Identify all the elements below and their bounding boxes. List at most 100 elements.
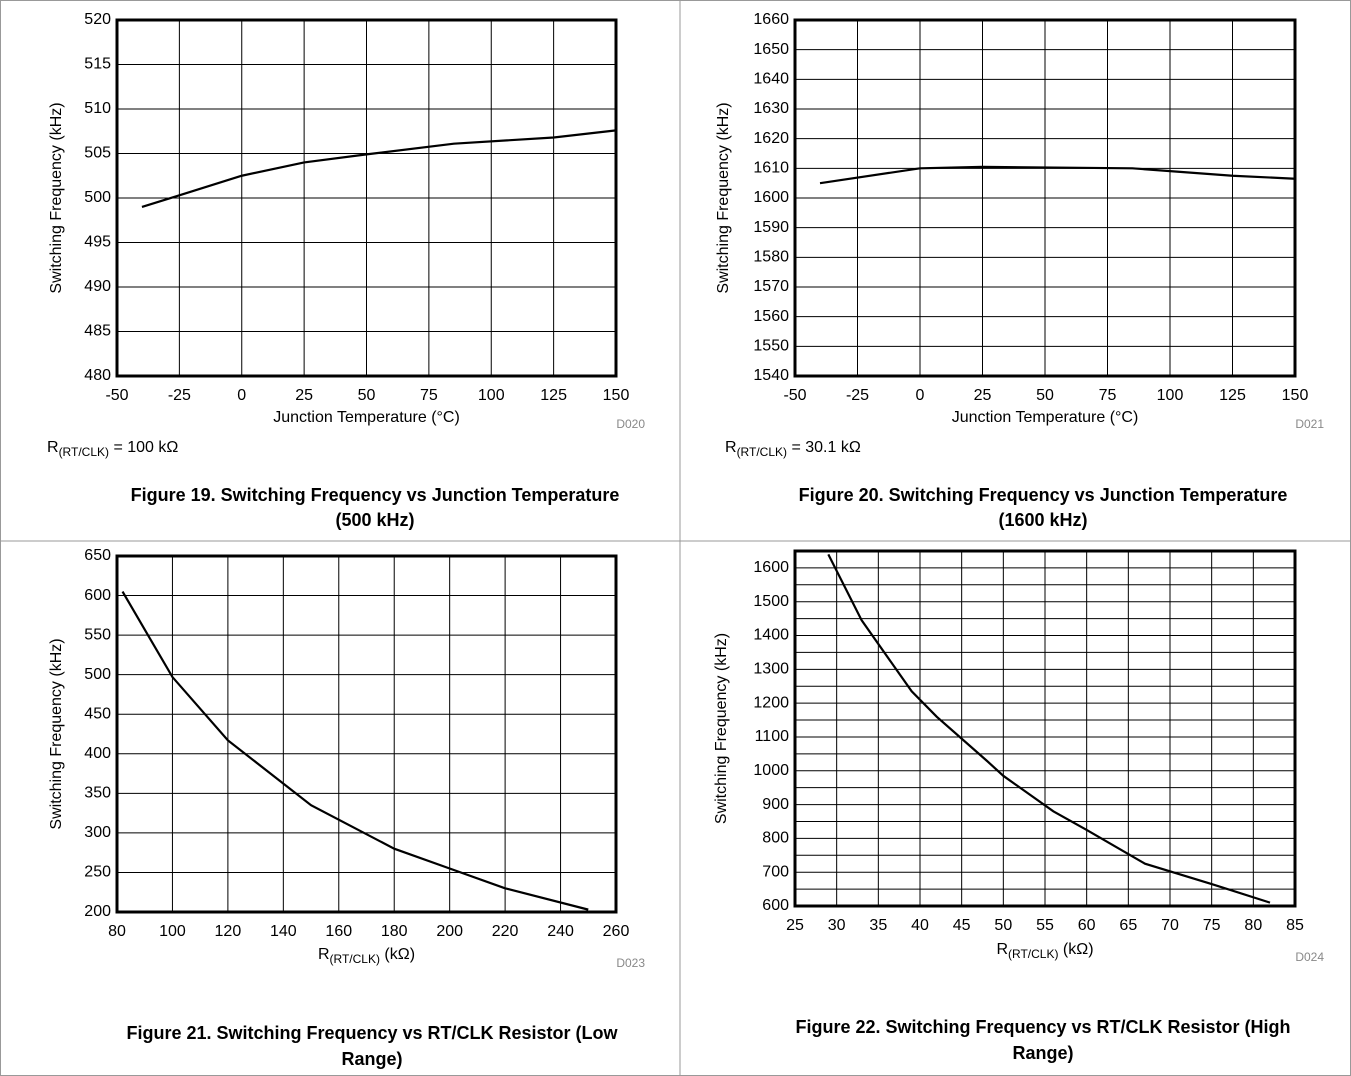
x-tick-label: 75: [1203, 917, 1221, 934]
x-tick-label: -25: [168, 387, 191, 404]
figure-caption: (1600 kHz): [998, 510, 1087, 530]
y-tick-label: 450: [84, 705, 111, 722]
x-tick-label: 45: [953, 917, 971, 934]
x-tick-label: 85: [1286, 917, 1304, 934]
y-tick-label: 350: [84, 785, 111, 802]
y-tick-label: 1540: [753, 367, 789, 384]
x-tick-label: 75: [420, 387, 438, 404]
figure-caption: Figure 21. Switching Frequency vs RT/CLK…: [126, 1023, 618, 1043]
x-tick-label: 50: [358, 387, 376, 404]
y-tick-label: 1550: [753, 338, 789, 355]
y-tick-label: 300: [84, 824, 111, 841]
y-tick-label: 1570: [753, 278, 789, 295]
y-tick-label: 510: [84, 100, 111, 117]
y-tick-label: 400: [84, 745, 111, 762]
y-axis-label: Switching Frequency (kHz): [713, 633, 730, 824]
y-tick-label: 515: [84, 56, 111, 73]
x-tick-label: 100: [1157, 387, 1184, 404]
y-tick-label: 250: [84, 864, 111, 881]
plot-frame: [793, 549, 1297, 908]
y-tick-label: 600: [762, 897, 789, 914]
y-tick-label: 650: [84, 547, 111, 564]
y-tick-label: 520: [84, 11, 111, 28]
label: R(RT/CLK) = 100 kΩ: [47, 439, 178, 459]
y-tick-label: 900: [762, 796, 789, 813]
y-axis-label: Switching Frequency (kHz): [48, 638, 65, 829]
label-rest: = 30.1 kΩ: [787, 439, 861, 456]
x-tick-label: 100: [159, 923, 186, 940]
x-tick-label: 200: [436, 923, 463, 940]
data-line: [121, 591, 589, 911]
x-tick-label: 160: [325, 923, 352, 940]
label-main: R: [996, 941, 1008, 958]
y-tick-label: 1600: [753, 559, 789, 576]
y-tick-label: 1400: [753, 627, 789, 644]
y-tick-label: 1300: [753, 661, 789, 678]
x-tick-label: 140: [270, 923, 297, 940]
figure-code: D021: [1295, 417, 1324, 431]
plot-frame: [793, 18, 1297, 378]
x-tick-label: 220: [492, 923, 519, 940]
label-sub: (RT/CLK): [330, 952, 380, 966]
label-sub: (RT/CLK): [1008, 947, 1058, 961]
x-tick-label: 65: [1119, 917, 1137, 934]
x-tick-label: 0: [916, 387, 925, 404]
y-tick-label: 505: [84, 145, 111, 162]
x-tick-label: 125: [540, 387, 567, 404]
x-axis-label: Junction Temperature (°C): [273, 409, 460, 426]
y-tick-label: 1640: [753, 71, 789, 88]
label-rest: = 100 kΩ: [109, 439, 178, 456]
x-tick-label: 35: [869, 917, 887, 934]
y-tick-label: 480: [84, 367, 111, 384]
label: R(RT/CLK) (kΩ): [996, 941, 1093, 961]
figure-caption: Figure 19. Switching Frequency vs Juncti…: [131, 485, 620, 505]
x-tick-label: 80: [1244, 917, 1262, 934]
x-tick-label: 50: [994, 917, 1012, 934]
x-tick-label: 25: [786, 917, 804, 934]
x-tick-label: 50: [1036, 387, 1054, 404]
x-tick-label: 180: [381, 923, 408, 940]
figure-code: D023: [616, 956, 645, 970]
y-tick-label: 500: [84, 666, 111, 683]
x-tick-label: 80: [108, 923, 126, 940]
plot-background: [117, 556, 616, 912]
x-tick-label: -25: [846, 387, 869, 404]
y-tick-label: 1600: [753, 189, 789, 206]
x-tick-label: 100: [478, 387, 505, 404]
x-tick-label: 260: [603, 923, 630, 940]
figure-caption: Figure 20. Switching Frequency vs Juncti…: [799, 485, 1288, 505]
x-tick-label: -50: [783, 387, 806, 404]
x-tick-label: 70: [1161, 917, 1179, 934]
data-line: [819, 165, 1296, 185]
y-tick-label: 700: [762, 863, 789, 880]
x-tick-label: 55: [1036, 917, 1054, 934]
x-tick-label: 150: [1282, 387, 1309, 404]
y-tick-label: 490: [84, 278, 111, 295]
y-tick-label: 500: [84, 189, 111, 206]
y-tick-label: 1630: [753, 100, 789, 117]
x-tick-label: 150: [603, 387, 630, 404]
x-tick-label: 25: [974, 387, 992, 404]
x-tick-label: 125: [1219, 387, 1246, 404]
label-main: R: [318, 946, 330, 963]
x-tick-label: 75: [1099, 387, 1117, 404]
y-tick-label: 1000: [753, 762, 789, 779]
x-tick-label: 30: [828, 917, 846, 934]
plot-frame: [115, 554, 618, 914]
y-tick-label: 1580: [753, 249, 789, 266]
y-tick-label: 200: [84, 903, 111, 920]
y-tick-label: 1650: [753, 41, 789, 58]
y-tick-label: 800: [762, 830, 789, 847]
label-rest: (kΩ): [1058, 941, 1093, 958]
x-tick-label: 240: [547, 923, 574, 940]
x-axis-label: Junction Temperature (°C): [952, 409, 1139, 426]
label-main: R: [47, 439, 59, 456]
y-tick-label: 550: [84, 626, 111, 643]
plot-frame: [115, 18, 618, 378]
y-tick-label: 1200: [753, 694, 789, 711]
y-tick-label: 1660: [753, 11, 789, 28]
y-tick-label: 1590: [753, 219, 789, 236]
y-tick-label: 1560: [753, 308, 789, 325]
figure-code: D020: [616, 417, 645, 431]
